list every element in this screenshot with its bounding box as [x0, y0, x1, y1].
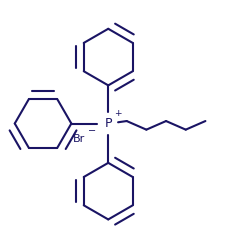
Text: +: +: [114, 109, 122, 118]
Text: P: P: [105, 117, 112, 130]
Text: −: −: [88, 125, 96, 136]
Text: Br: Br: [73, 134, 85, 144]
